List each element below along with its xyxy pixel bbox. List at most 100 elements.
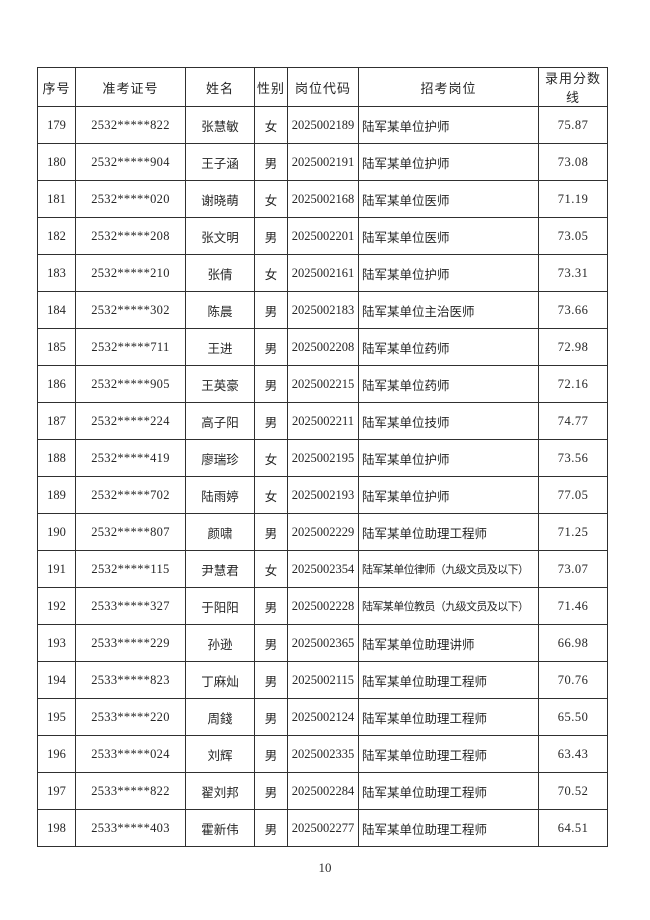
cell-score: 73.66 xyxy=(538,291,608,329)
cell-gender: 男 xyxy=(254,661,288,699)
table-row: 196 2533*****024 刘辉男 2025002335 陆军某单位助理工程师 63… xyxy=(37,735,608,773)
cell-score: 65.50 xyxy=(538,698,608,736)
column-header-serial: 序号 xyxy=(37,67,76,107)
cell-position-code: 2025002189 xyxy=(287,106,359,144)
cell-position: 陆军某单位助理工程师 xyxy=(358,698,539,736)
table-row: 187 2532*****224 高子阳男 2025002211 陆军某单位技师 74.7… xyxy=(37,402,608,440)
table-row: 180 2532*****904 王子涵男 2025002191 陆军某单位护师 73.0… xyxy=(37,143,608,181)
cell-name: 王英豪 xyxy=(185,365,255,403)
cell-name: 周錢 xyxy=(185,698,255,736)
cell-name: 谢晓萌 xyxy=(185,180,255,218)
cell-exam-id: 2533*****229 xyxy=(75,624,186,662)
cell-position: 陆军某单位护师 xyxy=(358,106,539,144)
cell-position: 陆军某单位律师（九级文员及以下） xyxy=(358,550,539,588)
cell-serial: 192 xyxy=(37,587,76,625)
table-row: 194 2533*****823 丁麻灿男 2025002115 陆军某单位助理工程师 7… xyxy=(37,661,608,699)
cell-score: 70.76 xyxy=(538,661,608,699)
cell-position-code: 2025002191 xyxy=(287,143,359,181)
table-header: 序号 准考证号 姓名 性别 岗位代码 招考岗位 录用分数线 xyxy=(37,67,608,107)
cell-exam-id: 2532*****807 xyxy=(75,513,186,551)
column-header-position: 招考岗位 xyxy=(358,67,539,107)
cell-name: 霍新伟 xyxy=(185,809,255,847)
cell-name: 高子阳 xyxy=(185,402,255,440)
cell-name: 丁麻灿 xyxy=(185,661,255,699)
cell-name: 张倩 xyxy=(185,254,255,292)
cell-gender: 女 xyxy=(254,180,288,218)
cell-score: 71.46 xyxy=(538,587,608,625)
cell-score: 63.43 xyxy=(538,735,608,773)
cell-position-code: 2025002211 xyxy=(287,402,359,440)
cell-name: 廖瑞珍 xyxy=(185,439,255,477)
column-header-score-line: 录用分数线 xyxy=(538,67,608,107)
table-row: 189 2532*****702 陆雨婷女 2025002193 陆军某单位护师 77.0… xyxy=(37,476,608,514)
cell-position-code: 2025002284 xyxy=(287,772,359,810)
cell-name: 刘辉 xyxy=(185,735,255,773)
cell-gender: 男 xyxy=(254,402,288,440)
cell-exam-id: 2532*****208 xyxy=(75,217,186,255)
cell-exam-id: 2532*****224 xyxy=(75,402,186,440)
cell-serial: 189 xyxy=(37,476,76,514)
cell-exam-id: 2532*****904 xyxy=(75,143,186,181)
table-row: 184 2532*****302 陈晨男 2025002183 陆军某单位主治医师 73.… xyxy=(37,291,608,329)
cell-score: 73.31 xyxy=(538,254,608,292)
cell-position-code: 2025002161 xyxy=(287,254,359,292)
cell-name: 尹慧君 xyxy=(185,550,255,588)
cell-exam-id: 2532*****905 xyxy=(75,365,186,403)
cell-exam-id: 2532*****711 xyxy=(75,328,186,366)
cell-position: 陆军某单位助理工程师 xyxy=(358,735,539,773)
cell-score: 73.05 xyxy=(538,217,608,255)
cell-position-code: 2025002195 xyxy=(287,439,359,477)
cell-serial: 183 xyxy=(37,254,76,292)
cell-name: 王子涵 xyxy=(185,143,255,181)
cell-exam-id: 2533*****220 xyxy=(75,698,186,736)
cell-exam-id: 2532*****702 xyxy=(75,476,186,514)
table-row: 191 2532*****115 尹慧君女 2025002354 陆军某单位律师（九级文… xyxy=(37,550,608,588)
cell-score: 72.98 xyxy=(538,328,608,366)
cell-serial: 180 xyxy=(37,143,76,181)
cell-position-code: 2025002168 xyxy=(287,180,359,218)
cell-gender: 男 xyxy=(254,809,288,847)
cell-position: 陆军某单位护师 xyxy=(358,254,539,292)
cell-position: 陆军某单位医师 xyxy=(358,180,539,218)
table-row: 185 2532*****711 王进男 2025002208 陆军某单位药师 72.98 xyxy=(37,328,608,366)
cell-position-code: 2025002277 xyxy=(287,809,359,847)
cell-gender: 男 xyxy=(254,772,288,810)
column-header-exam-id: 准考证号 xyxy=(75,67,186,107)
table-row: 193 2533*****229 孙逊男 2025002365 陆军某单位助理讲师 66.… xyxy=(37,624,608,662)
cell-position-code: 2025002335 xyxy=(287,735,359,773)
cell-gender: 男 xyxy=(254,291,288,329)
cell-serial: 181 xyxy=(37,180,76,218)
table-row: 198 2533*****403 霍新伟男 2025002277 陆军某单位助理工程师 6… xyxy=(37,809,608,847)
table-row: 181 2532*****020 谢晓萌女 2025002168 陆军某单位医师 71.1… xyxy=(37,180,608,218)
recruitment-score-table: 序号 准考证号 姓名 性别 岗位代码 招考岗位 录用分数线 179 2532***… xyxy=(37,67,608,847)
cell-score: 77.05 xyxy=(538,476,608,514)
header-row: 序号 准考证号 姓名 性别 岗位代码 招考岗位 录用分数线 xyxy=(37,67,608,107)
cell-position-code: 2025002201 xyxy=(287,217,359,255)
cell-name: 颜啸 xyxy=(185,513,255,551)
cell-position: 陆军某单位药师 xyxy=(358,365,539,403)
cell-name: 陆雨婷 xyxy=(185,476,255,514)
cell-exam-id: 2532*****210 xyxy=(75,254,186,292)
cell-gender: 男 xyxy=(254,624,288,662)
cell-exam-id: 2533*****327 xyxy=(75,587,186,625)
cell-serial: 185 xyxy=(37,328,76,366)
cell-position-code: 2025002115 xyxy=(287,661,359,699)
cell-name: 孙逊 xyxy=(185,624,255,662)
column-header-name: 姓名 xyxy=(185,67,255,107)
cell-score: 70.52 xyxy=(538,772,608,810)
cell-gender: 男 xyxy=(254,143,288,181)
cell-score: 71.25 xyxy=(538,513,608,551)
table-body: 179 2532*****822 张慧敏女 2025002189 陆军某单位护师 75.8… xyxy=(37,106,608,847)
page-number: 10 xyxy=(318,860,332,875)
cell-gender: 女 xyxy=(254,476,288,514)
cell-position: 陆军某单位助理工程师 xyxy=(358,661,539,699)
column-header-gender: 性别 xyxy=(254,67,288,107)
cell-gender: 男 xyxy=(254,587,288,625)
cell-exam-id: 2532*****419 xyxy=(75,439,186,477)
cell-position: 陆军某单位护师 xyxy=(358,439,539,477)
cell-gender: 男 xyxy=(254,513,288,551)
cell-name: 王进 xyxy=(185,328,255,366)
cell-position: 陆军某单位助理工程师 xyxy=(358,772,539,810)
cell-position-code: 2025002183 xyxy=(287,291,359,329)
